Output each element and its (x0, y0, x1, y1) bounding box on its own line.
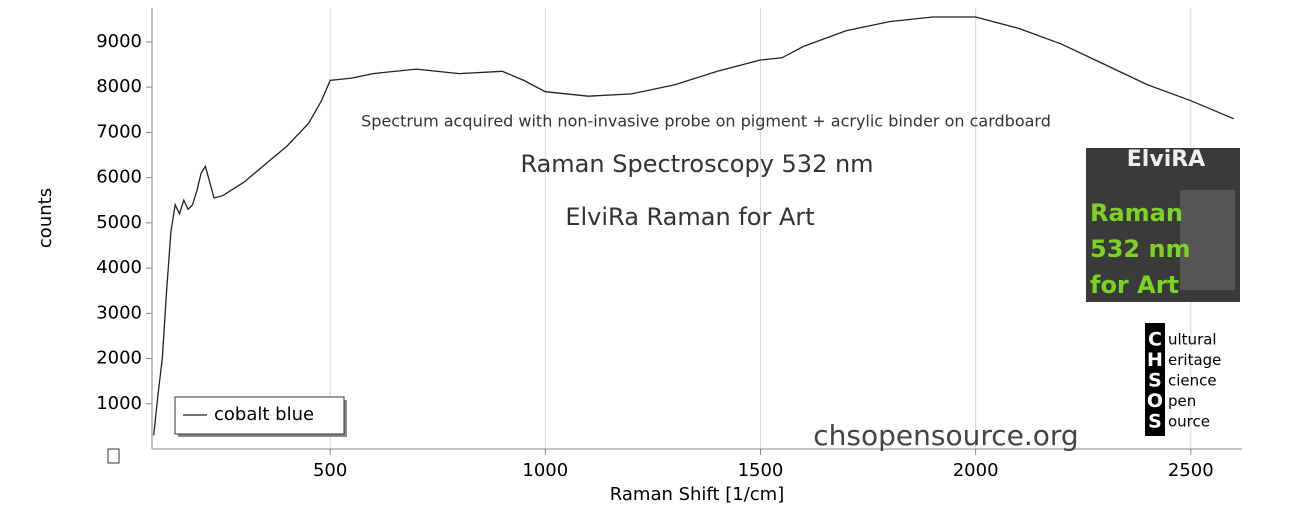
y-tick-label: 9000 (96, 31, 142, 52)
logo-word: ource (1168, 413, 1210, 431)
y-tick-label: 1000 (96, 393, 142, 414)
spectrum-line (153, 16, 1235, 436)
logo-letter: S (1148, 411, 1162, 433)
legend-label: cobalt blue (214, 404, 314, 425)
x-tick-label: 2000 (953, 460, 999, 481)
y-tick-label: 3000 (96, 302, 142, 323)
logo-word: pen (1168, 392, 1196, 410)
logo-word: ultural (1168, 331, 1217, 349)
x-tick-label: 1000 (522, 460, 568, 481)
annotation: Raman Spectroscopy 532 nm (520, 150, 873, 178)
logo-word: eritage (1168, 351, 1221, 369)
y-tick-label: 2000 (96, 348, 142, 369)
logo-chsos (1145, 323, 1165, 436)
logo-text: Raman (1090, 199, 1183, 227)
x-tick-label: 500 (313, 460, 347, 481)
logo-letter: O (1147, 390, 1163, 412)
x-axis-label: Raman Shift [1/cm] (610, 484, 784, 505)
legend: cobalt blue (174, 396, 347, 437)
x-tick-label: 1500 (738, 460, 784, 481)
y-tick-label: 6000 (96, 167, 142, 188)
y-tick-label: 8000 (96, 76, 142, 97)
y-tick-label: 4000 (96, 257, 142, 278)
logo-letter: C (1148, 329, 1162, 351)
icon (107, 448, 120, 464)
logo-word: cience (1168, 372, 1217, 390)
annotation: Spectrum acquired with non-invasive prob… (361, 112, 1051, 131)
annotation: chsopensource.org (813, 419, 1078, 452)
y-tick-label: 5000 (96, 212, 142, 233)
y-axis-label: counts (35, 188, 56, 248)
logo-panel (1180, 190, 1235, 290)
y-tick-label: 7000 (96, 121, 142, 142)
logo-letter: S (1148, 370, 1162, 392)
x-tick-label: 2500 (1168, 460, 1214, 481)
logo-text: for Art (1090, 271, 1179, 299)
logo-letter: H (1147, 349, 1163, 371)
logo-text: 532 nm (1090, 235, 1191, 263)
annotation: ElviRa Raman for Art (565, 203, 814, 231)
logo-text: ElviRA (1127, 147, 1205, 172)
